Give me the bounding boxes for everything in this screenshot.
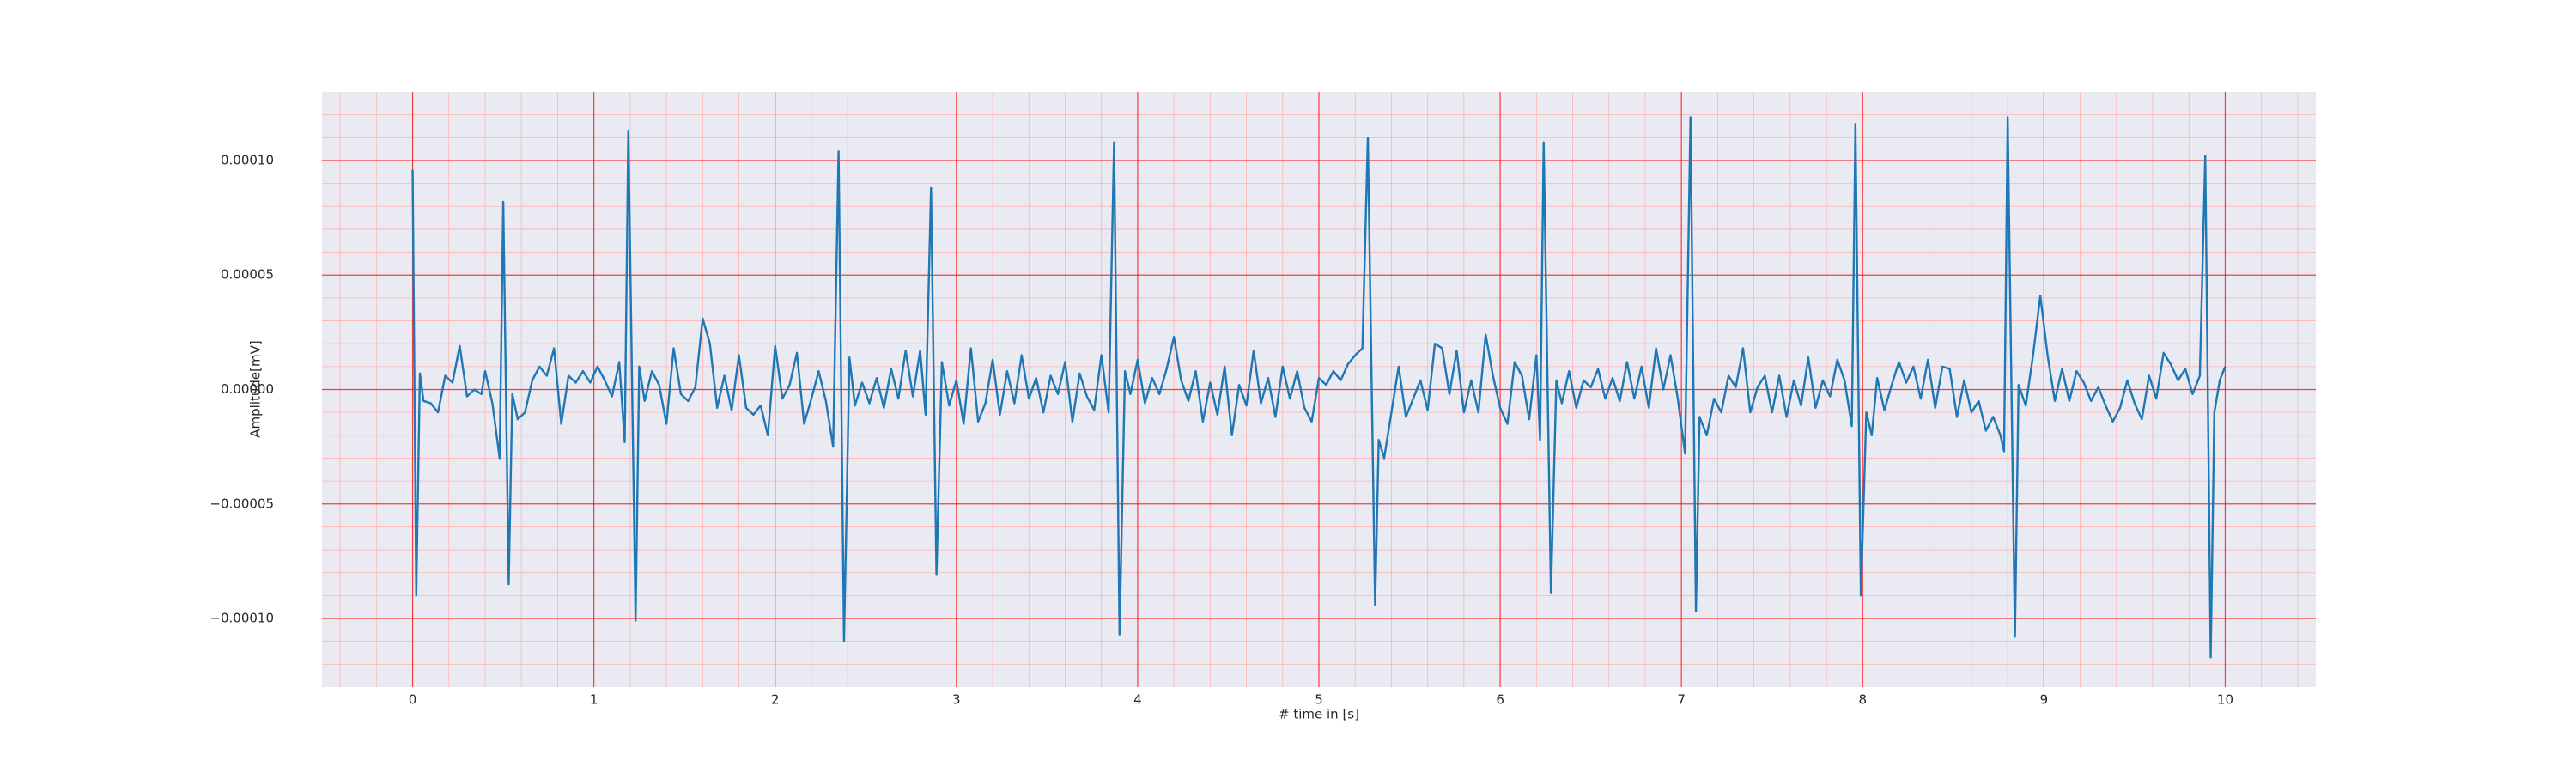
x-tick-label: 9 — [2040, 692, 2049, 708]
x-tick-label: 10 — [2217, 692, 2233, 708]
x-axis-label: # time in [s] — [1279, 707, 1359, 722]
x-tick-label: 3 — [952, 692, 961, 708]
y-axis-label: Amplitude[mV] — [248, 340, 264, 437]
signal-line — [411, 116, 2227, 659]
x-tick-label: 6 — [1496, 692, 1504, 708]
y-tick-label: 0.00005 — [221, 267, 274, 283]
x-tick-label: 8 — [1858, 692, 1867, 708]
y-tick-label: 0.00000 — [221, 381, 274, 397]
x-tick-label: 1 — [590, 692, 598, 708]
x-tick-label: 2 — [771, 692, 780, 708]
y-tick-label: 0.00010 — [221, 152, 274, 167]
x-tick-label: 0 — [409, 692, 417, 708]
x-tick-label: 7 — [1677, 692, 1686, 708]
y-tick-label: −0.00005 — [210, 496, 274, 511]
x-tick-label: 4 — [1133, 692, 1142, 708]
y-tick-label: −0.00010 — [210, 611, 274, 626]
x-tick-label: 5 — [1315, 692, 1323, 708]
